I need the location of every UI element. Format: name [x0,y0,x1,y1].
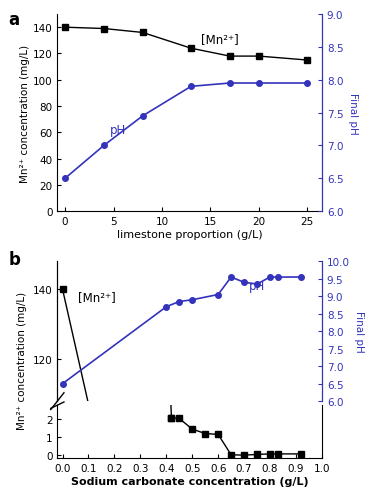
Text: pH: pH [249,280,266,293]
Text: Mn²⁺ concentration (mg/L): Mn²⁺ concentration (mg/L) [17,291,27,429]
Text: b: b [9,250,20,269]
Text: pH: pH [110,124,127,137]
Y-axis label: Mn²⁺ concentration (mg/L): Mn²⁺ concentration (mg/L) [20,45,30,182]
Y-axis label: Final pH: Final pH [347,93,357,134]
X-axis label: limestone proportion (g/L): limestone proportion (g/L) [117,229,262,239]
Text: [Mn²⁺]: [Mn²⁺] [78,290,116,303]
X-axis label: Sodium carbonate concentration (g/L): Sodium carbonate concentration (g/L) [71,476,309,486]
Text: a: a [9,11,20,29]
Text: [Mn²⁺]: [Mn²⁺] [201,34,239,47]
Y-axis label: Final pH: Final pH [354,311,364,352]
